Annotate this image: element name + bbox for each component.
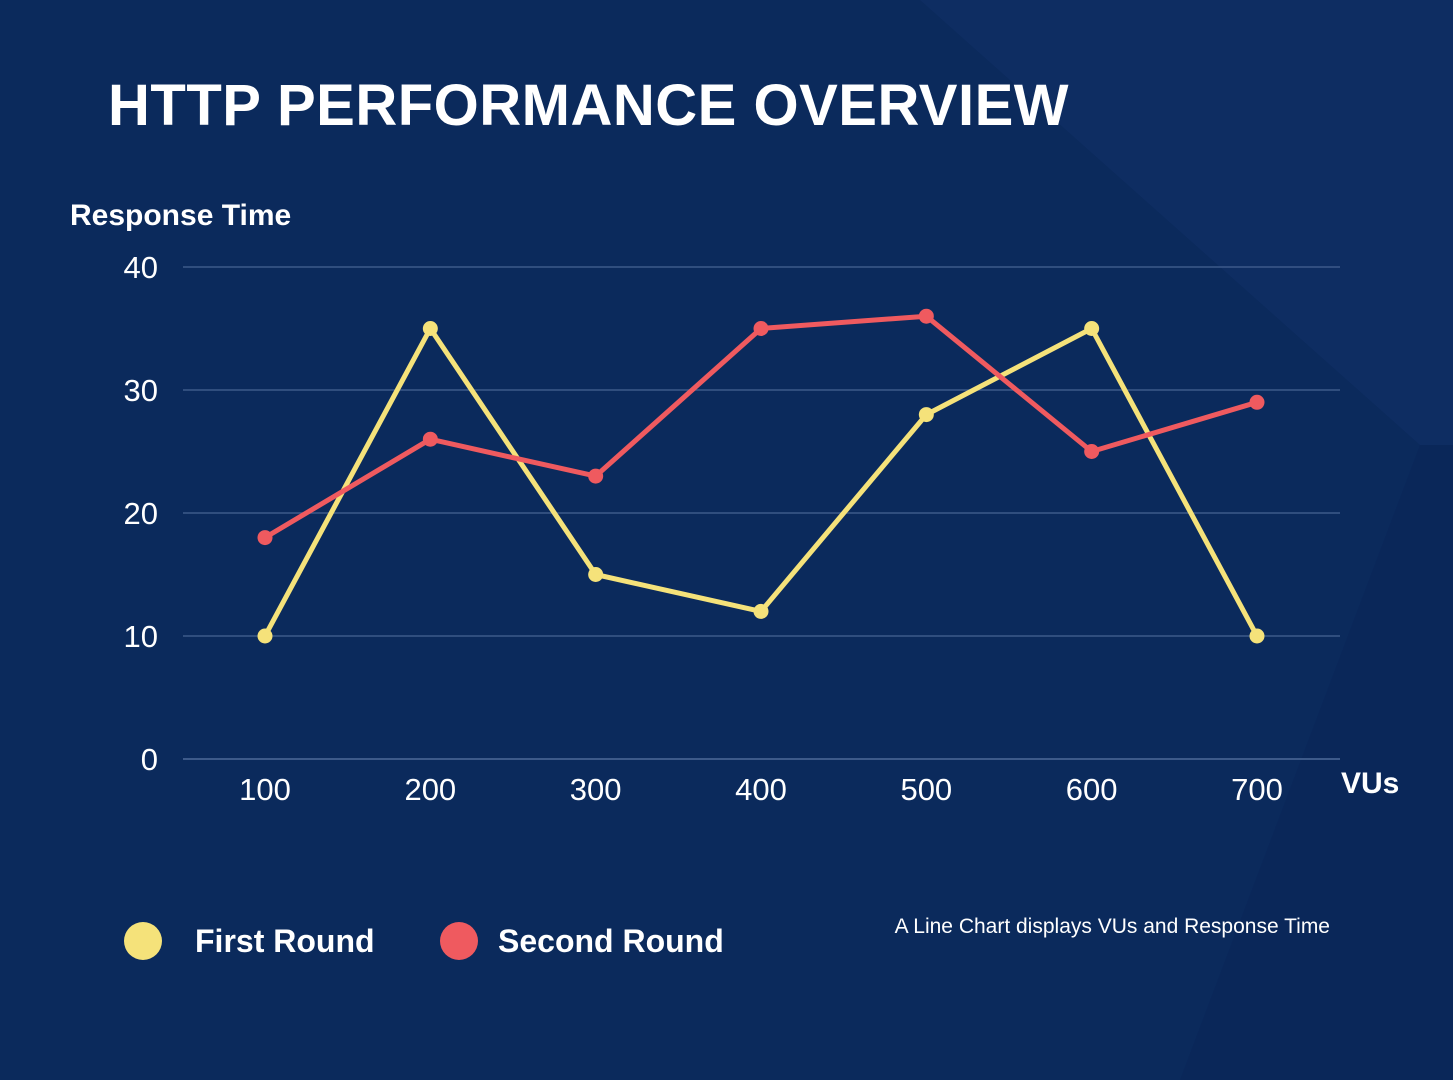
legend-item-first-round: First Round bbox=[124, 922, 375, 960]
y-tick-label: 10 bbox=[124, 619, 158, 654]
y-tick-label: 0 bbox=[141, 742, 158, 777]
x-tick-label: 200 bbox=[404, 772, 456, 807]
series-line bbox=[262, 326, 1260, 639]
data-point bbox=[1084, 321, 1100, 336]
legend-item-second-round: Second Round bbox=[440, 922, 724, 960]
x-axis-ticks: 100 200 300 400 500 600 700 bbox=[239, 772, 1283, 807]
data-point bbox=[1084, 444, 1100, 459]
y-axis-ticks: 0 10 20 30 40 bbox=[124, 250, 158, 777]
y-tick-label: 20 bbox=[124, 496, 158, 531]
data-point bbox=[257, 628, 273, 644]
page-title: HTTP PERFORMANCE OVERVIEW bbox=[108, 73, 1070, 138]
series-1 bbox=[257, 321, 1265, 644]
data-point bbox=[588, 567, 604, 582]
x-tick-label: 600 bbox=[1066, 772, 1118, 807]
y-tick-label: 30 bbox=[124, 373, 158, 408]
series-lines bbox=[257, 308, 1265, 644]
legend: First Round Second Round bbox=[124, 922, 724, 960]
x-tick-label: 700 bbox=[1231, 772, 1283, 807]
x-tick-label: 300 bbox=[570, 772, 622, 807]
x-tick-label: 400 bbox=[735, 772, 787, 807]
x-tick-label: 100 bbox=[239, 772, 291, 807]
data-point bbox=[1249, 394, 1265, 410]
data-point bbox=[422, 321, 438, 336]
data-point bbox=[422, 431, 438, 447]
data-point bbox=[918, 407, 934, 423]
grid-lines bbox=[183, 266, 1340, 760]
x-tick-label: 500 bbox=[900, 772, 952, 807]
y-axis-title: Response Time bbox=[70, 199, 291, 232]
series-2 bbox=[257, 308, 1265, 546]
series-line bbox=[262, 313, 1260, 541]
y-tick-label: 40 bbox=[124, 250, 158, 285]
data-point bbox=[753, 321, 769, 336]
chart-caption: A Line Chart displays VUs and Response T… bbox=[895, 915, 1330, 938]
legend-label-first-round: First Round bbox=[195, 923, 375, 959]
x-axis-title: VUs bbox=[1341, 767, 1399, 800]
data-point bbox=[257, 530, 273, 546]
legend-marker-second-round bbox=[440, 922, 478, 960]
legend-label-second-round: Second Round bbox=[498, 923, 724, 959]
legend-marker-first-round bbox=[124, 922, 162, 960]
data-point bbox=[1249, 628, 1265, 644]
data-point bbox=[753, 603, 769, 619]
data-point bbox=[588, 468, 604, 484]
data-point bbox=[918, 308, 934, 324]
